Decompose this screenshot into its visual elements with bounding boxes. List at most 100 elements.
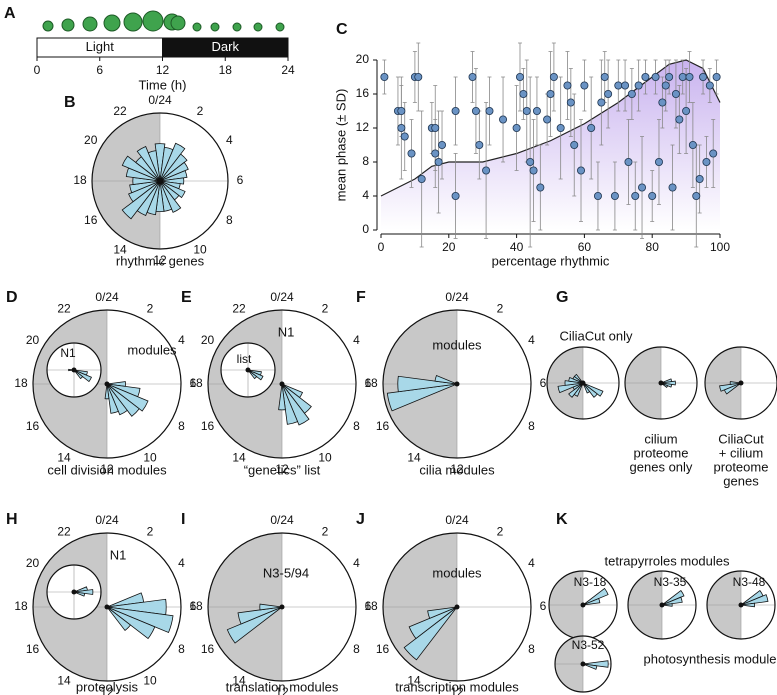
hour-tick-label: 0/24 <box>148 93 172 107</box>
hour-tick-label: 0/24 <box>445 290 469 304</box>
hour-tick-label: 16 <box>376 642 390 656</box>
hour-tick-label: 6 <box>237 173 244 187</box>
panel-label: B <box>64 94 76 111</box>
dial-border <box>382 532 532 682</box>
center-dot <box>157 178 163 184</box>
point <box>634 81 643 90</box>
hour-tick-label: 0/24 <box>445 513 469 527</box>
wedge <box>740 602 756 608</box>
x-tick-label: 0 <box>378 240 385 254</box>
point <box>451 191 460 200</box>
center-dot <box>279 604 285 610</box>
caption: cilium <box>644 431 677 446</box>
dial-border <box>554 635 612 693</box>
cell-icons <box>42 10 285 32</box>
point <box>641 73 650 82</box>
hour-tick-label: 14 <box>407 674 421 688</box>
hour-tick-label: 18 <box>364 599 378 613</box>
y-tick-label: 0 <box>362 222 369 236</box>
wedge <box>159 153 188 182</box>
panel-label: E <box>181 289 192 306</box>
y-axis-label: mean phase (± SD) <box>333 89 348 202</box>
x-tick-label: 12 <box>156 63 170 77</box>
hour-tick-label: 6 <box>540 376 547 390</box>
hour-tick-label: 14 <box>57 451 71 465</box>
point <box>604 90 613 99</box>
annotation: N1 <box>278 324 295 339</box>
annotation: CiliaCut only <box>560 328 633 343</box>
dial-border <box>382 309 532 459</box>
center-dot <box>580 380 586 386</box>
wedge <box>106 383 140 417</box>
hour-tick-label: 2 <box>322 525 329 539</box>
wedge <box>106 383 149 412</box>
point <box>482 166 491 175</box>
period-label: Light <box>86 39 115 54</box>
caption: + cilium <box>719 445 763 460</box>
wedge <box>237 606 283 625</box>
point <box>556 124 565 133</box>
wedge <box>582 382 604 397</box>
caption: translation modules <box>226 679 339 694</box>
wedge <box>582 660 609 668</box>
hour-tick-label: 22 <box>113 104 127 118</box>
caption: proteolysis <box>76 679 139 694</box>
module-label: N3-52 <box>572 638 605 652</box>
hour-tick-label: 4 <box>528 556 535 570</box>
caption: cell division modules <box>47 462 167 477</box>
hour-tick-label: 12 <box>153 253 167 267</box>
hour-tick-label: 22 <box>57 525 71 539</box>
point <box>627 90 636 99</box>
hour-tick-label: 4 <box>528 333 535 347</box>
point <box>397 124 406 133</box>
point <box>631 191 640 200</box>
point <box>499 115 508 124</box>
point <box>695 174 704 183</box>
hour-tick-label: 2 <box>197 104 204 118</box>
annotation: tetrapyrroles modules <box>605 553 730 568</box>
hour-tick-label: 16 <box>201 642 215 656</box>
center-dot <box>658 380 664 386</box>
point <box>515 73 524 82</box>
hour-tick-label: 0/24 <box>270 513 294 527</box>
wedge <box>427 606 458 619</box>
point <box>688 140 697 149</box>
point <box>546 90 555 99</box>
point <box>512 124 521 133</box>
caption: transcription modules <box>395 679 519 694</box>
hour-tick-label: 18 <box>14 599 28 613</box>
x-axis-label: percentage rhythmic <box>492 253 610 268</box>
point <box>638 183 647 192</box>
wedge <box>159 180 186 199</box>
x-tick-label: 80 <box>646 240 660 254</box>
wedge <box>386 383 458 412</box>
point <box>529 166 538 175</box>
y-tick-label: 4 <box>362 188 369 202</box>
wedge <box>159 177 185 185</box>
wedge <box>136 145 161 182</box>
center-dot <box>71 367 77 373</box>
hour-tick-label: 20 <box>26 556 40 570</box>
hour-tick-label: 20 <box>201 333 215 347</box>
hour-tick-label: 4 <box>353 556 360 570</box>
hour-tick-label: 4 <box>178 333 185 347</box>
caption: proteome <box>634 445 689 460</box>
hour-tick-label: 16 <box>376 419 390 433</box>
x-tick-label: 6 <box>96 63 103 77</box>
hour-tick-label: 12 <box>275 462 289 476</box>
hour-tick-label: 6 <box>365 599 372 613</box>
panel-label: H <box>6 511 18 528</box>
hour-tick-label: 0/24 <box>95 513 119 527</box>
wedge <box>278 383 286 411</box>
hour-tick-label: 2 <box>147 302 154 316</box>
point <box>702 157 711 166</box>
dial-border <box>546 346 620 420</box>
wedge <box>68 368 75 372</box>
caption: proteome <box>714 459 769 474</box>
point <box>600 73 609 82</box>
point <box>597 98 606 107</box>
point <box>682 107 691 116</box>
wedge <box>106 606 156 640</box>
wedge <box>408 606 458 640</box>
